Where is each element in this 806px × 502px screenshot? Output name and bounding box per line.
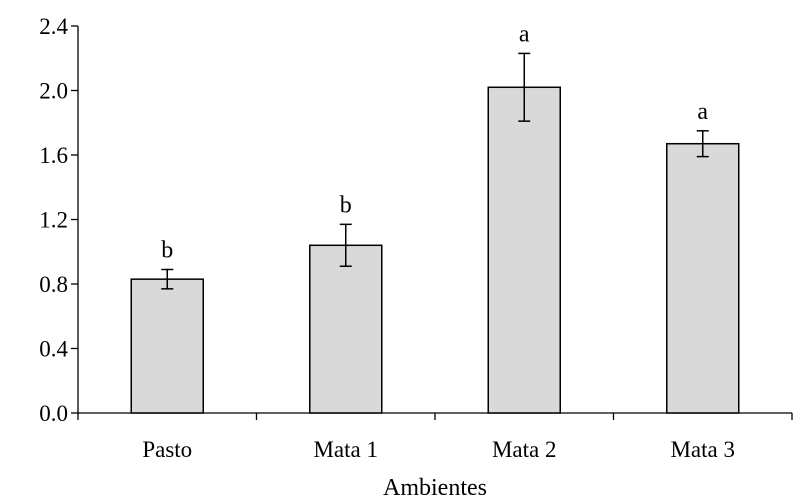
y-tick-label: 2.4 — [39, 14, 68, 39]
bar — [487, 86, 561, 414]
y-tick-label: 1.2 — [39, 208, 68, 233]
significance-label: a — [697, 99, 708, 125]
significance-label: a — [519, 21, 530, 47]
x-tick-label: Mata 3 — [670, 437, 735, 462]
y-tick-label: 0.0 — [39, 401, 68, 426]
y-tick-label: 0.8 — [39, 272, 68, 297]
y-axis: 0.0 0.4 0.8 1.2 1.6 2.0 2.4 — [39, 14, 79, 426]
bar — [666, 142, 740, 414]
bar — [130, 278, 204, 414]
y-tick-label: 2.0 — [39, 79, 68, 104]
significance-label: b — [340, 192, 352, 218]
bar — [309, 244, 383, 414]
x-tick-label: Mata 2 — [492, 437, 557, 462]
bars: b b a a — [130, 21, 740, 414]
x-tick-label: Pasto — [142, 437, 192, 462]
x-axis: Pasto Mata 1 Mata 2 Mata 3 — [77, 412, 793, 462]
significance-label: b — [161, 237, 173, 263]
y-tick-label: 0.4 — [39, 337, 68, 362]
x-tick-label: Mata 1 — [313, 437, 378, 462]
y-tick-label: 1.6 — [39, 143, 68, 168]
x-axis-title: Ambientes — [383, 475, 487, 501]
